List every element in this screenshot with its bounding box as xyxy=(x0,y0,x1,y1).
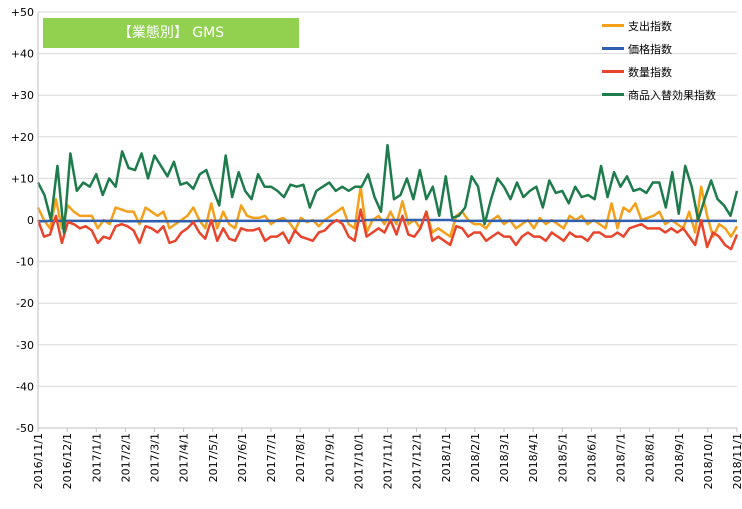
y-tick-label: -20 xyxy=(16,297,34,310)
x-tick-label: 2017/9/1 xyxy=(323,433,336,482)
x-tick-label: 2018/11/1 xyxy=(731,433,742,489)
x-tick-label: 2017/3/1 xyxy=(149,433,162,482)
x-tick-label: 2018/2/1 xyxy=(469,433,482,482)
x-tick-label: 2018/1/1 xyxy=(440,433,453,482)
x-tick-label: 2018/4/1 xyxy=(527,433,540,482)
legend-label: 支出指数 xyxy=(628,19,672,33)
y-tick-label: -50 xyxy=(16,422,34,435)
y-tick-label: 0 xyxy=(27,214,34,227)
series-lines xyxy=(36,143,739,251)
x-tick-label: 2018/5/1 xyxy=(556,433,569,482)
series-line-0 xyxy=(36,185,739,238)
y-axis-tick-labels: +50 +40 +30 +20 +10 0 -10 -20 -30 -40 -50 xyxy=(11,6,34,435)
x-tick-label: 2017/1/1 xyxy=(90,433,103,482)
y-tick-label: +50 xyxy=(11,6,34,19)
legend-label: 商品入替効果指数 xyxy=(628,88,716,102)
series-line-2 xyxy=(36,208,739,251)
y-tick-label: +10 xyxy=(11,172,34,185)
x-tick-label: 2017/5/1 xyxy=(207,433,220,482)
x-tick-label: 2018/9/1 xyxy=(673,433,686,482)
legend-swatch xyxy=(602,24,624,27)
x-tick-label: 2016/12/1 xyxy=(61,433,74,489)
legend-swatch xyxy=(602,47,624,50)
y-tick-label: -30 xyxy=(16,339,34,352)
x-tick-label: 2017/2/1 xyxy=(119,433,132,482)
x-tick-label: 2016/11/1 xyxy=(32,433,45,489)
legend-item: 商品入替効果指数 xyxy=(602,83,742,106)
legend: 支出指数価格指数数量指数商品入替効果指数 xyxy=(602,14,742,106)
x-tick-label: 2018/7/1 xyxy=(615,433,628,482)
chart-title: 【業態別】 GMS xyxy=(43,18,299,48)
legend-item: 価格指数 xyxy=(602,37,742,60)
x-tick-label: 2017/12/1 xyxy=(411,433,424,489)
y-tick-label: -10 xyxy=(16,256,34,269)
legend-label: 数量指数 xyxy=(628,65,672,79)
x-tick-label: 2017/10/1 xyxy=(352,433,365,489)
x-tick-label: 2017/8/1 xyxy=(294,433,307,482)
y-tick-label: +30 xyxy=(11,89,34,102)
x-tick-label: 2018/6/1 xyxy=(585,433,598,482)
series-line-1 xyxy=(38,218,737,223)
x-tick-label: 2017/6/1 xyxy=(236,433,249,482)
legend-item: 支出指数 xyxy=(602,14,742,37)
legend-swatch xyxy=(602,70,624,73)
legend-label: 価格指数 xyxy=(628,42,672,56)
x-tick-label: 2018/8/1 xyxy=(644,433,657,482)
y-tick-label: +20 xyxy=(11,131,34,144)
x-tick-label: 2018/10/1 xyxy=(702,433,715,489)
y-tick-label: -40 xyxy=(16,380,34,393)
x-axis-tick-labels: 2016/11/1 2016/12/1 2017/1/1 2017/2/1 2017/3… xyxy=(32,428,742,489)
x-tick-label: 2017/11/1 xyxy=(382,433,395,489)
legend-item: 数量指数 xyxy=(602,60,742,83)
x-tick-label: 2017/4/1 xyxy=(178,433,191,482)
x-tick-label: 2017/7/1 xyxy=(265,433,278,482)
y-tick-label: +40 xyxy=(11,48,34,61)
legend-swatch xyxy=(602,93,624,96)
x-tick-label: 2018/3/1 xyxy=(498,433,511,482)
series-line-3 xyxy=(36,143,739,234)
